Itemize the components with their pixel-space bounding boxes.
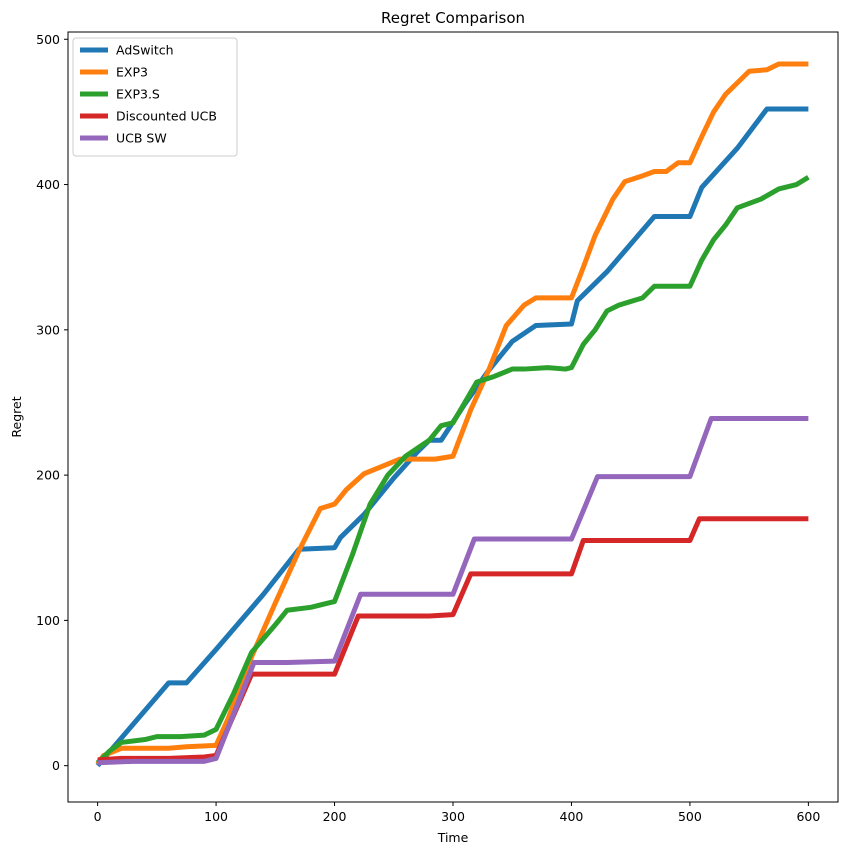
legend-box (72, 37, 238, 157)
y-tick-label: 100 (36, 613, 60, 628)
legend-label: EXP3 (116, 65, 148, 80)
x-tick-label: 400 (560, 809, 584, 824)
x-tick-label: 600 (796, 809, 820, 824)
y-tick-label: 200 (36, 468, 60, 483)
series-line-adswitch (95, 106, 809, 768)
series-layer (95, 61, 810, 768)
y-tick-label: 0 (52, 758, 60, 773)
y-tick-label: 500 (36, 32, 60, 47)
y-tick-label: 400 (36, 177, 60, 192)
x-tick-label: 500 (678, 809, 702, 824)
series-line-exp3 (95, 61, 809, 766)
y-tick-label: 300 (36, 322, 60, 337)
x-axis: 0 100 200 300 400 500 600 (94, 802, 820, 824)
chart-title: Regret Comparison (381, 9, 525, 27)
series-line-ucb-sw (97, 415, 809, 766)
y-axis: 0 100 200 300 400 500 (36, 32, 68, 773)
legend-label: AdSwitch (116, 43, 174, 58)
legend-label: EXP3.S (116, 87, 160, 102)
legend-label: Discounted UCB (116, 109, 217, 124)
series-line-discounted-ucb (97, 516, 809, 763)
x-tick-label: 100 (204, 809, 228, 824)
x-tick-label: 0 (94, 809, 102, 824)
x-tick-label: 300 (441, 809, 465, 824)
x-axis-label: Time (437, 830, 469, 845)
y-axis-label: Regret (9, 396, 24, 437)
legend-label: UCB SW (116, 131, 167, 146)
legend: AdSwitch EXP3 EXP3.S Discounted UCB UCB SW (72, 37, 238, 157)
series-line-exp3-s (95, 175, 810, 765)
x-tick-label: 200 (323, 809, 347, 824)
